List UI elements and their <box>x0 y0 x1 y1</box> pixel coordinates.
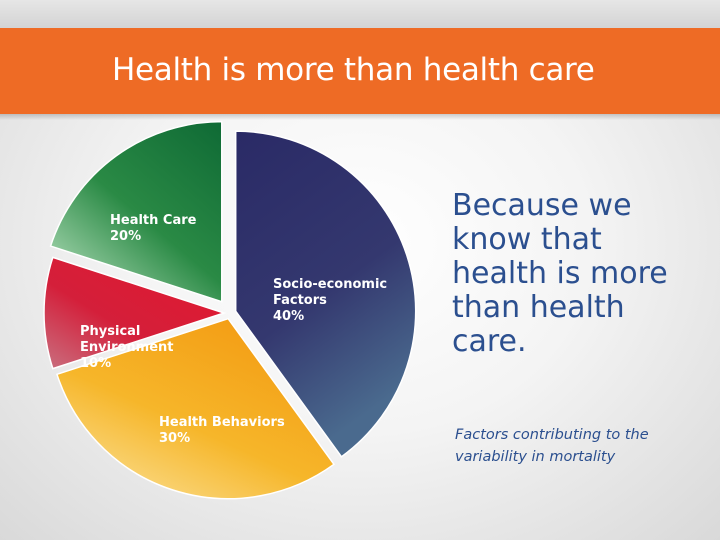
slide-title: Health is more than health care <box>112 52 595 88</box>
slice-health-care-label: Health Care 20% <box>110 213 197 244</box>
slice-socio-economic <box>234 130 417 458</box>
slice-physical-environment-label: Physical Environment 10% <box>80 324 174 371</box>
main-statement: Because we know that health is more than… <box>452 188 668 359</box>
slice-health-care <box>49 120 223 303</box>
chart-caption: Factors contributing to the variability … <box>455 427 649 465</box>
top-strip <box>0 0 720 30</box>
slice-socio-economic-label: Socio-economic Factors 40% <box>273 277 387 324</box>
title-band <box>0 28 720 120</box>
slice-health-behaviors <box>56 317 335 500</box>
slice-health-behaviors-label: Health Behaviors 30% <box>159 415 285 446</box>
slice-physical-environment <box>43 256 227 370</box>
